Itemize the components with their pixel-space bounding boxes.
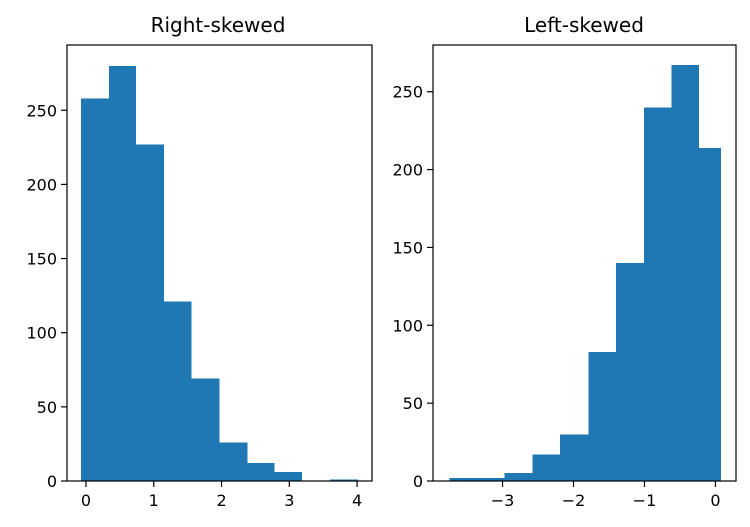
panel-left-skewed: Left-skewed −3 −2 −1 0 0 50 100 150 200 250 bbox=[392, 13, 737, 510]
y-tick-label: 200 bbox=[392, 161, 423, 180]
histogram-bar bbox=[81, 98, 110, 481]
histogram-bar bbox=[699, 147, 722, 481]
histogram-bar bbox=[247, 463, 275, 481]
chart-title-right-skewed: Right-skewed bbox=[151, 13, 286, 37]
y-tick-label: 100 bbox=[392, 316, 423, 335]
histogram-bar bbox=[136, 144, 164, 482]
plot-area-left-skewed: −3 −2 −1 0 0 50 100 150 200 250 bbox=[392, 44, 737, 510]
histogram-bar bbox=[532, 454, 561, 481]
y-tick-label: 50 bbox=[403, 394, 423, 413]
histogram-bar bbox=[109, 65, 137, 481]
y-tick-label: 150 bbox=[26, 250, 57, 269]
x-tick-label: −2 bbox=[562, 491, 586, 510]
y-tick-label: 50 bbox=[37, 398, 57, 417]
histogram-bar bbox=[671, 65, 700, 481]
histogram-bar bbox=[476, 477, 505, 481]
y-tick-label: 0 bbox=[413, 472, 423, 491]
histogram-bar bbox=[191, 378, 220, 481]
plot-area-right-skewed: 0 1 2 3 4 0 50 100 150 200 250 bbox=[26, 44, 373, 510]
y-tick-label: 0 bbox=[47, 472, 57, 491]
x-tick-label: 0 bbox=[81, 491, 91, 510]
y-tick-label: 200 bbox=[26, 175, 57, 194]
x-tick-label: −1 bbox=[633, 491, 657, 510]
y-tick-label: 250 bbox=[26, 101, 57, 120]
histogram-bar bbox=[588, 351, 617, 481]
x-tick-label: 2 bbox=[216, 491, 226, 510]
histogram-bar bbox=[163, 301, 192, 481]
x-tick-label: 1 bbox=[149, 491, 159, 510]
x-tick-label: 4 bbox=[352, 491, 362, 510]
axes-frame bbox=[66, 44, 373, 482]
histogram-bar bbox=[643, 107, 672, 482]
x-tick-label: 0 bbox=[710, 491, 720, 510]
x-tick-label: −3 bbox=[491, 491, 515, 510]
histogram-bar bbox=[219, 442, 248, 481]
x-tick-label: 3 bbox=[284, 491, 294, 510]
axes-frame bbox=[432, 44, 737, 482]
y-tick-label: 250 bbox=[392, 83, 423, 102]
y-tick-label: 100 bbox=[26, 324, 57, 343]
histogram-bar bbox=[329, 479, 358, 481]
histogram-bar bbox=[560, 434, 589, 481]
histogram-bar bbox=[504, 473, 533, 481]
histogram-bar bbox=[449, 477, 477, 481]
y-tick-label: 150 bbox=[392, 238, 423, 257]
histogram-bar bbox=[616, 263, 644, 481]
histogram-bar bbox=[274, 472, 303, 481]
panel-right-skewed: Right-skewed 0 1 2 3 4 0 50 100 150 200 250 bbox=[26, 13, 373, 510]
chart-title-left-skewed: Left-skewed bbox=[524, 13, 644, 37]
